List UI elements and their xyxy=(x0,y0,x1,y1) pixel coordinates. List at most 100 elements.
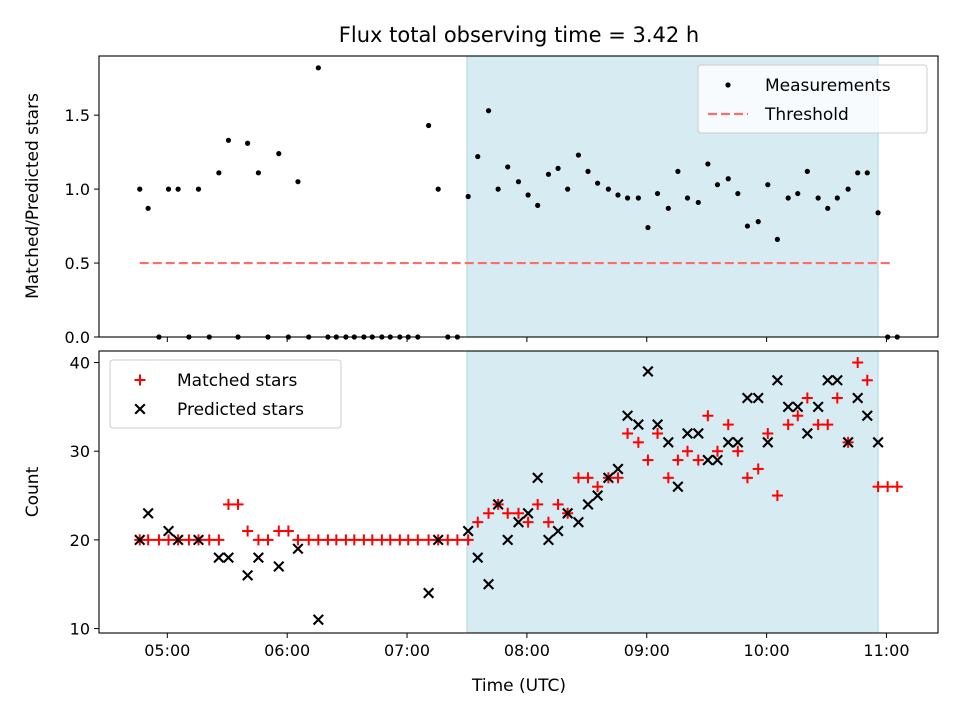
data-point xyxy=(785,195,791,201)
data-point xyxy=(282,525,294,537)
data-point xyxy=(792,410,804,422)
data-point xyxy=(872,481,884,493)
data-point xyxy=(692,454,704,466)
data-point xyxy=(384,534,396,546)
data-point xyxy=(582,498,594,510)
data-point xyxy=(722,436,734,448)
data-point xyxy=(735,190,741,197)
data-point xyxy=(555,165,561,171)
data-point xyxy=(472,552,484,564)
data-point xyxy=(665,205,671,211)
data-point xyxy=(605,186,611,192)
data-point xyxy=(812,401,824,413)
data-point xyxy=(542,534,555,546)
data-point xyxy=(675,168,681,174)
x-tick-label: 06:00 xyxy=(264,641,310,660)
data-point xyxy=(402,534,414,546)
data-point xyxy=(485,108,492,114)
data-point xyxy=(822,419,834,431)
data-point xyxy=(711,445,723,457)
data-point xyxy=(435,186,441,192)
data-point xyxy=(765,182,771,188)
data-point xyxy=(595,180,601,186)
legend-label: Threshold xyxy=(764,105,849,125)
data-point xyxy=(681,427,694,440)
data-point xyxy=(852,357,864,369)
data-point xyxy=(861,374,873,386)
data-point xyxy=(615,192,621,198)
data-point xyxy=(592,481,604,493)
data-point xyxy=(432,534,444,546)
data-point xyxy=(801,427,813,440)
data-point xyxy=(652,427,664,439)
legend-box xyxy=(109,359,342,429)
data-point xyxy=(572,472,584,484)
data-point xyxy=(831,392,843,404)
data-point xyxy=(502,507,514,519)
x-tick-label: 05:00 xyxy=(144,641,190,660)
data-point xyxy=(882,481,894,493)
data-point xyxy=(512,516,525,528)
data-point xyxy=(632,436,644,448)
observing-span-shade xyxy=(466,351,879,633)
y-tick-label: 20 xyxy=(70,531,90,550)
data-point xyxy=(762,427,774,439)
data-point xyxy=(273,525,285,537)
data-point xyxy=(225,137,232,143)
data-point xyxy=(752,463,764,475)
data-point xyxy=(165,186,172,192)
data-point xyxy=(245,140,251,146)
data-point xyxy=(162,525,175,537)
x-tick-label: 11:00 xyxy=(863,641,909,660)
data-point xyxy=(505,164,511,170)
data-point xyxy=(834,195,840,201)
data-point xyxy=(801,392,813,404)
data-point xyxy=(312,534,324,546)
data-point xyxy=(732,436,744,448)
data-point xyxy=(651,419,664,431)
data-point xyxy=(203,534,215,546)
data-point xyxy=(535,202,541,208)
data-point xyxy=(242,525,254,537)
data-point xyxy=(695,199,701,206)
data-point xyxy=(303,534,315,546)
data-point xyxy=(542,516,554,528)
data-point xyxy=(295,179,301,185)
data-point xyxy=(732,445,744,457)
data-point xyxy=(552,498,564,510)
data-point xyxy=(462,534,474,546)
data-point xyxy=(815,195,821,201)
data-point xyxy=(582,472,594,484)
data-point xyxy=(741,472,753,484)
data-point xyxy=(330,534,342,546)
data-point xyxy=(662,436,674,448)
data-point xyxy=(632,419,644,431)
data-point xyxy=(795,190,801,197)
data-point xyxy=(442,534,454,546)
data-point xyxy=(612,463,624,475)
data-point xyxy=(774,236,780,242)
data-point xyxy=(462,525,474,537)
data-point xyxy=(782,419,794,431)
data-point xyxy=(624,195,631,201)
data-point xyxy=(812,419,824,431)
panel-0: 0.0 0.5 1.0 1.5 Measurements Threshold xyxy=(65,55,939,347)
data-point xyxy=(752,392,764,404)
data-point xyxy=(692,427,704,440)
data-point xyxy=(855,170,861,176)
data-point xyxy=(255,170,262,176)
data-point xyxy=(163,534,175,546)
legend-box xyxy=(697,64,928,134)
data-point xyxy=(495,186,501,192)
data-point xyxy=(142,534,154,546)
data-point xyxy=(741,392,753,404)
data-point xyxy=(213,534,225,546)
data-point xyxy=(222,552,234,564)
x-axis-label: Time (UTC) xyxy=(471,676,566,696)
bottom-y-axis-label: Count xyxy=(23,466,43,517)
data-point xyxy=(175,186,181,192)
data-point xyxy=(575,152,582,158)
y-tick-label: 0.0 xyxy=(65,328,90,347)
data-point xyxy=(782,401,794,413)
legend-label: Measurements xyxy=(765,76,891,96)
